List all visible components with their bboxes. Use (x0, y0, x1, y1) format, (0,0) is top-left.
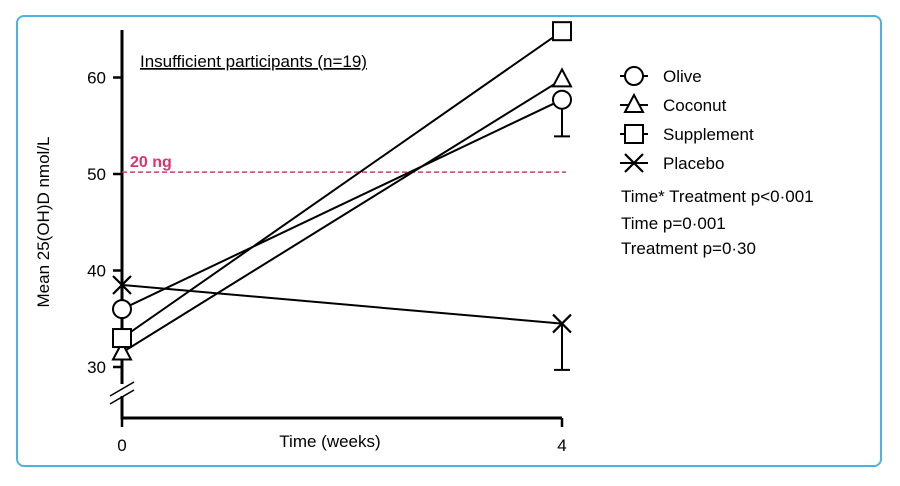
x-axis-title: Time (weeks) (279, 432, 380, 451)
stats-treatment: Treatment p=0·30 (621, 239, 756, 258)
x-tick-label: 0 (117, 436, 126, 455)
reference-line-label: 20 ng (130, 154, 172, 171)
y-tick-label: 40 (87, 262, 106, 281)
axis-break-mark (109, 381, 135, 397)
data-point-supplement (112, 328, 132, 349)
data-point-coconut (551, 67, 573, 88)
series-line-supplement (121, 30, 563, 339)
data-point-olive (552, 89, 572, 110)
legend: Olive Coconut Supplement Placebo (620, 66, 754, 173)
stats-time: Time p=0·001 (621, 214, 726, 233)
legend-marker-olive (624, 66, 644, 86)
figure-frame (16, 15, 882, 467)
legend-marker-coconut (623, 92, 645, 113)
y-tick-label: 60 (87, 69, 106, 88)
chart-subtitle: Insufficient participants (n=19) (140, 52, 367, 71)
data-point-coconut (111, 340, 133, 361)
legend-marker-placebo (624, 153, 644, 173)
data-point-supplement (552, 21, 572, 42)
series-line-olive (121, 98, 563, 311)
data-point-placebo (112, 275, 132, 295)
plot-area: 30 40 50 60 0 4 (87, 21, 573, 455)
legend-marker-supplement (624, 124, 644, 144)
axis-break-mark (109, 389, 135, 405)
data-point-placebo (552, 313, 572, 334)
y-tick-label: 30 (87, 358, 106, 377)
stats-interaction: Time* Treatment p<0·001 (621, 187, 814, 206)
series-line-placebo (121, 283, 563, 325)
data-point-olive (112, 299, 132, 320)
legend-label-coconut: Coconut (663, 96, 727, 115)
y-tick-label: 50 (87, 165, 106, 184)
legend-label-supplement: Supplement (663, 125, 754, 144)
legend-label-olive: Olive (663, 67, 702, 86)
legend-label-placebo: Placebo (663, 154, 724, 173)
y-axis-title: Mean 25(OH)D nmol/L (34, 136, 53, 307)
series-line-coconut (121, 78, 563, 354)
x-tick-label: 4 (557, 436, 566, 455)
